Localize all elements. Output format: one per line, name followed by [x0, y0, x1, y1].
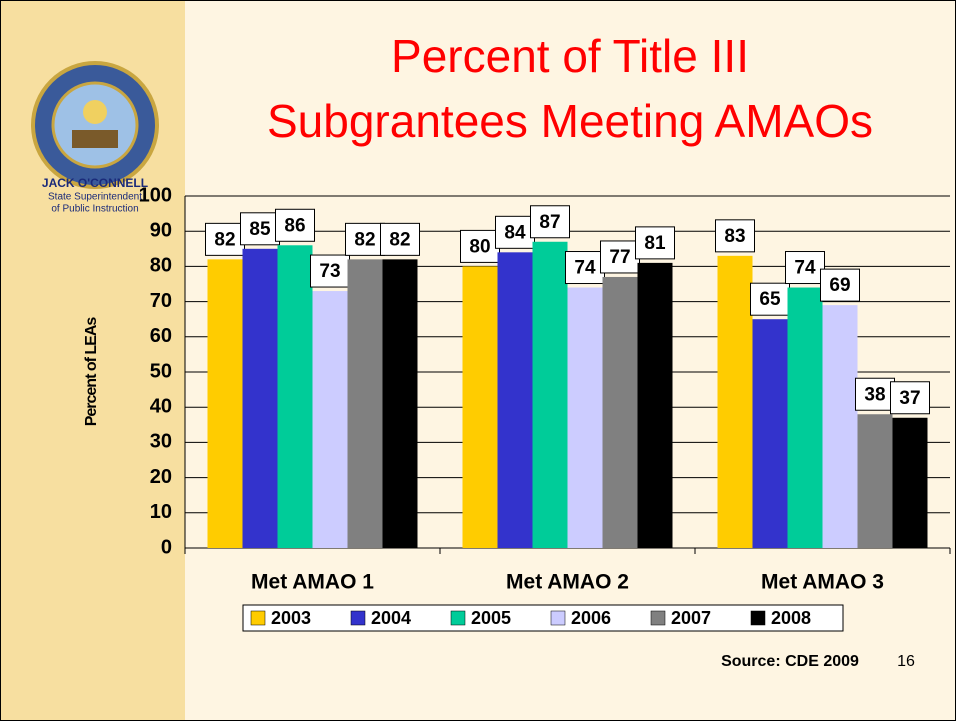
page-number: 16: [897, 653, 915, 670]
data-label-box: [855, 377, 895, 411]
data-label-box: [785, 251, 825, 285]
legend-swatch: [450, 610, 466, 626]
bar: [382, 259, 418, 548]
data-label: 65: [759, 289, 781, 310]
y-tick-label: 10: [150, 501, 172, 523]
bar: [497, 252, 533, 548]
bar: [462, 266, 498, 548]
y-tick-label: 90: [150, 219, 172, 241]
data-label: 69: [829, 275, 850, 296]
data-label-box: [820, 268, 860, 302]
x-tick-label: Met AMAO 1: [251, 571, 374, 594]
data-label-box: [715, 219, 755, 253]
data-label: 77: [609, 247, 630, 268]
legend-swatch: [550, 610, 566, 626]
data-label: 73: [319, 261, 340, 282]
y-axis-label: Percent of LEAs: [83, 317, 100, 427]
bar: [277, 245, 313, 548]
title-line: Subgrantees Meeting AMAOs: [267, 95, 873, 147]
source: Source: CDE 2009: [721, 653, 859, 670]
bar: [822, 305, 858, 548]
y-tick-label: 20: [150, 466, 172, 488]
bar: [717, 255, 753, 548]
data-label: 82: [214, 229, 235, 250]
legend-box: [242, 604, 844, 632]
data-label-box: [635, 226, 675, 260]
data-label-box: [345, 222, 385, 256]
bar: [347, 259, 383, 548]
data-label: 86: [284, 215, 305, 236]
legend-label: 2005: [471, 608, 511, 628]
bar: [242, 248, 278, 549]
x-tick-label: Met AMAO 3: [761, 571, 884, 594]
y-tick-label: 30: [150, 431, 172, 453]
data-label-box: [240, 212, 280, 246]
data-label: 82: [354, 229, 375, 250]
data-label: 37: [899, 388, 920, 409]
logo: [31, 61, 159, 189]
data-label: 87: [539, 212, 560, 233]
legend-label: 2007: [671, 608, 711, 628]
data-label-box: [565, 251, 605, 285]
bar: [637, 262, 673, 548]
legend-label: 2004: [371, 608, 411, 628]
y-tick-label: 60: [150, 325, 172, 347]
logo-line: State Superintendent: [48, 192, 142, 203]
legend-swatch: [750, 610, 766, 626]
y-tick-label: 80: [150, 255, 172, 277]
bar: [602, 276, 638, 548]
legend-label: 2003: [271, 608, 311, 628]
data-label-box: [380, 222, 420, 256]
bar: [787, 287, 823, 548]
bar: [752, 319, 788, 548]
y-tick-label: 100: [139, 184, 172, 206]
data-label: 84: [504, 222, 526, 243]
data-label-box: [205, 222, 245, 256]
data-label: 85: [249, 219, 271, 240]
y-tick-label: 50: [150, 360, 172, 382]
data-label: 83: [724, 226, 745, 247]
legend-label: 2006: [571, 608, 611, 628]
bar: [857, 414, 893, 548]
data-label: 80: [469, 236, 490, 257]
data-label-box: [310, 254, 350, 288]
legend-swatch: [650, 610, 666, 626]
logo-name: JACK O'CONNELL: [42, 176, 148, 190]
bar: [892, 417, 928, 548]
data-label-box: [460, 229, 500, 263]
y-tick-label: 70: [150, 290, 172, 312]
logo-line: of Public Instruction: [51, 204, 138, 215]
data-label: 81: [644, 233, 666, 254]
data-label-box: [530, 205, 570, 239]
data-label-box: [275, 208, 315, 242]
legend-swatch: [350, 610, 366, 626]
data-label: 82: [389, 229, 410, 250]
bar: [207, 259, 243, 548]
data-label: 38: [864, 384, 885, 405]
data-label: 74: [574, 258, 596, 279]
legend-label: 2008: [771, 608, 811, 628]
bar: [312, 291, 348, 548]
title-line: Percent of Title III: [391, 30, 749, 82]
y-tick-label: 40: [150, 395, 172, 417]
data-label-box: [890, 381, 930, 415]
data-label-box: [600, 240, 640, 274]
y-tick-label: 0: [161, 536, 172, 558]
data-label: 74: [794, 258, 816, 279]
x-tick-label: Met AMAO 2: [506, 571, 629, 594]
legend-swatch: [250, 610, 266, 626]
bar: [567, 287, 603, 548]
bar: [532, 241, 568, 548]
data-label-box: [750, 282, 790, 316]
